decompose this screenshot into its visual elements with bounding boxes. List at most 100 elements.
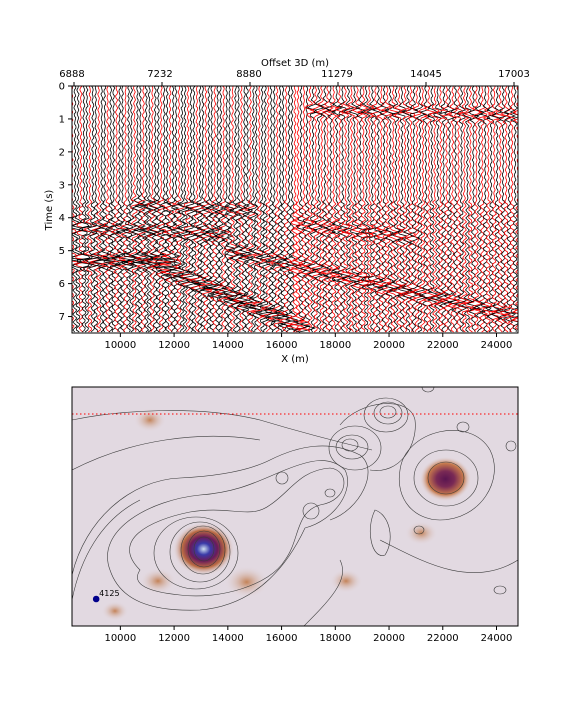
wiggle-trace (279, 86, 298, 333)
wiggle-trace (104, 86, 122, 333)
wiggle-trace (472, 86, 486, 333)
wiggle-trace (487, 86, 501, 333)
wiggle-trace (460, 86, 475, 333)
wiggle-trace (134, 86, 153, 333)
wiggle-trace (338, 86, 353, 333)
wiggle-trace (108, 86, 126, 333)
wiggle-trace (367, 86, 384, 333)
wiggle-trace (171, 86, 187, 333)
wiggle-trace (232, 86, 250, 333)
wiggle-trace (137, 86, 155, 333)
x-tick-label: 10000 (104, 340, 136, 351)
y-tick-label: 3 (59, 180, 65, 191)
wiggle-trace (208, 86, 227, 333)
map-x-tick-label: 16000 (266, 633, 298, 644)
map-x-tick-label: 14000 (212, 633, 244, 644)
wiggle-trace (202, 86, 220, 333)
seismic-panel: Offset 3D (m) 6888 7232 8880 11279 14045… (44, 58, 530, 365)
wiggle-trace (96, 86, 115, 333)
wiggle-trace (72, 86, 87, 333)
wiggle-trace (335, 86, 351, 333)
wiggle-trace (374, 86, 389, 333)
wiggle-trace (73, 86, 89, 333)
wiggle-trace (331, 86, 347, 333)
wiggle-trace (409, 86, 425, 333)
wiggle-trace (120, 86, 137, 333)
contour-lines (72, 387, 518, 626)
wiggle-trace (89, 86, 108, 333)
y-tick-label: 1 (59, 114, 65, 125)
wiggle-trace (463, 86, 477, 333)
wiggle-trace (326, 86, 342, 333)
wiggle-trace (173, 86, 191, 333)
wiggle-trace (244, 86, 263, 333)
wiggle-trace (296, 86, 312, 333)
wiggle-trace (145, 86, 165, 333)
wiggle-trace (495, 86, 512, 333)
wiggle-trace (509, 86, 518, 333)
wiggle-trace (424, 86, 439, 333)
wiggle-trace (344, 86, 359, 333)
wiggle-trace (309, 86, 322, 333)
anomaly-blob (101, 601, 129, 621)
wiggle-trace (363, 86, 376, 333)
y-tick-label: 7 (59, 312, 65, 323)
wiggle-trace (199, 86, 218, 333)
top-tick-label: 6888 (59, 69, 84, 80)
wiggle-trace (422, 86, 437, 333)
y-tick-label: 4 (59, 213, 65, 224)
wiggle-trace (406, 86, 423, 333)
wiggle-trace (394, 86, 410, 333)
wiggle-trace (387, 86, 404, 333)
map-plot-frame (71, 386, 519, 627)
wiggle-trace (442, 86, 458, 333)
top-tick-label: 7232 (147, 69, 172, 80)
wiggle-trace (198, 86, 213, 333)
wiggle-trace (278, 86, 293, 333)
wiggle-trace (359, 86, 373, 333)
wiggle-trace (478, 86, 492, 333)
wiggle-trace (223, 86, 242, 333)
map-panel: 4125 10000 12000 14000 16000 18000 20000 22000… (71, 386, 519, 644)
anomaly-blob (224, 565, 269, 599)
map-x-tick-label: 20000 (373, 633, 405, 644)
wiggle-trace (257, 86, 273, 332)
wiggle-trace (453, 86, 468, 333)
y-tick-label: 5 (59, 246, 65, 257)
wiggle-trace (317, 86, 332, 333)
wiggle-trace (386, 86, 402, 333)
wiggle-trace (446, 86, 461, 333)
top-tick-label: 17003 (498, 69, 530, 80)
wiggle-trace (259, 86, 277, 333)
wiggle-trace (215, 86, 233, 333)
station-marker (92, 595, 100, 603)
wiggle-trace (298, 86, 316, 333)
top-axis-label: Offset 3D (m) (261, 58, 329, 69)
x-tick-label: 24000 (481, 340, 513, 351)
y-tick-label: 2 (59, 147, 65, 158)
wiggle-trace (114, 86, 132, 333)
x-tick-label: 20000 (373, 340, 405, 351)
anomaly-blob (329, 569, 363, 593)
x-axis-label: X (m) (281, 354, 309, 365)
wiggle-trace (380, 86, 394, 333)
wiggle-trace (348, 86, 361, 333)
top-tick-label: 11279 (321, 69, 353, 80)
x-tick-label: 22000 (427, 340, 459, 351)
x-tick-label: 18000 (319, 340, 351, 351)
wiggle-trace (429, 86, 445, 333)
seismic-plot-frame (71, 85, 519, 334)
anomaly-blob (419, 456, 472, 502)
wiggle-trace (489, 86, 505, 333)
x-axis-ticks: 10000 12000 14000 16000 18000 20000 22000 24000 (104, 333, 512, 351)
map-x-tick-label: 24000 (481, 633, 513, 644)
wiggle-trace (217, 86, 236, 333)
wiggle-trace (226, 86, 245, 333)
wiggle-trace (398, 86, 413, 333)
wiggle-trace (311, 86, 327, 333)
wiggle-trace (150, 86, 169, 333)
top-tick-label: 8880 (236, 69, 261, 80)
wiggle-trace (72, 86, 85, 333)
y-axis-ticks: 0 1 2 3 4 5 6 7 (59, 82, 72, 323)
wiggle-trace (250, 86, 269, 333)
